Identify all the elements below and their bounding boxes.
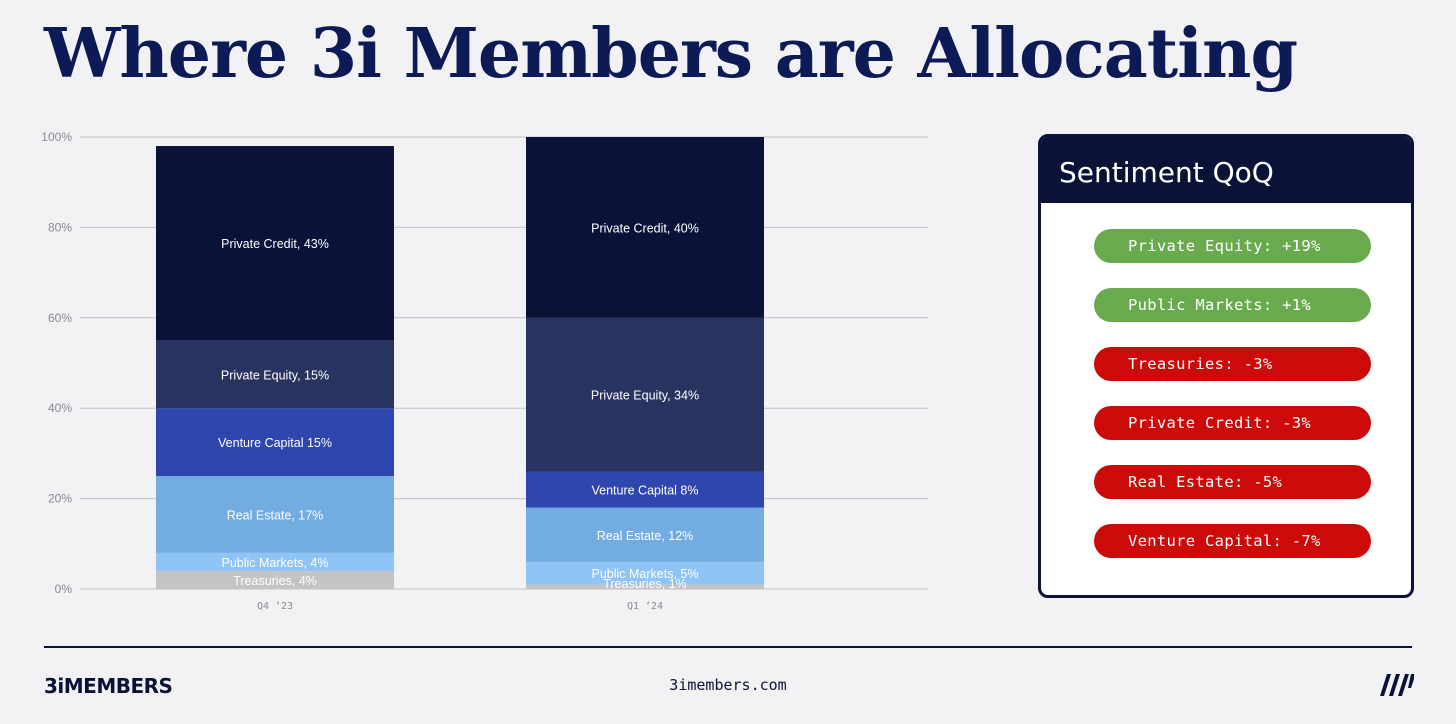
bar-segment [156, 552, 394, 571]
data-label: Treasuries, 1% [603, 577, 687, 591]
data-label: Private Credit, 43% [221, 237, 329, 251]
bar-segment [156, 146, 394, 341]
bar-segment [156, 340, 394, 409]
website-link[interactable]: 3imembers.com [669, 676, 787, 694]
data-label: Real Estate, 12% [597, 529, 694, 543]
y-tick-label: 60% [48, 311, 72, 325]
data-label: Real Estate, 17% [227, 508, 324, 522]
sentiment-pill-treasuries: Treasuries: -3% [1094, 347, 1371, 381]
sentiment-pill-public-markets: Public Markets: +1% [1094, 288, 1371, 322]
sentiment-pill-real-estate: Real Estate: -5% [1094, 465, 1371, 499]
data-label: Private Credit, 40% [591, 221, 699, 235]
data-label: Public Markets, 4% [222, 556, 329, 570]
slash-stripes-icon [1380, 674, 1414, 696]
y-tick-label: 40% [48, 401, 72, 415]
bar-segment [526, 584, 764, 589]
data-label: Private Equity, 15% [221, 368, 329, 382]
data-label: Venture Capital 15% [218, 436, 332, 450]
sentiment-pill-private-equity: Private Equity: +19% [1094, 229, 1371, 263]
x-tick-label: Q1 ‘24 [627, 601, 663, 612]
sentiment-panel: Sentiment QoQ Private Equity: +19% Publi… [1038, 134, 1414, 598]
bar-segment [526, 137, 764, 318]
x-tick-label: Q4 ‘23 [257, 601, 293, 612]
bar-segment [526, 507, 764, 562]
sentiment-list: Private Equity: +19% Public Markets: +1%… [1094, 229, 1371, 583]
bar-segment [156, 570, 394, 589]
y-tick-label: 20% [48, 492, 72, 506]
page-title: Where 3i Members are Allocating [44, 14, 1298, 94]
bar-segment [156, 408, 394, 476]
y-tick-label: 100% [41, 130, 72, 144]
data-label: Venture Capital 8% [591, 484, 698, 498]
bar-segment [526, 471, 764, 508]
stacked-bar-chart: 0% 20% 40% 60% 80% 100% Treasuries, 4% Public M… [41, 130, 928, 612]
brand-logo: 3iMEMBERS [44, 674, 173, 698]
sentiment-pill-private-credit: Private Credit: -3% [1094, 406, 1371, 440]
sentiment-pill-venture-capital: Venture Capital: -7% [1094, 524, 1371, 558]
data-label: Private Equity, 34% [591, 389, 699, 403]
data-label: Treasuries, 4% [233, 574, 317, 588]
bar-segment [156, 476, 394, 553]
sentiment-title: Sentiment QoQ [1041, 137, 1411, 203]
data-label: Public Markets, 5% [592, 567, 699, 581]
y-tick-label: 0% [55, 582, 73, 596]
bar-segment [526, 317, 764, 472]
y-tick-label: 80% [48, 220, 72, 234]
footer-divider [44, 646, 1412, 648]
bar-segment [526, 561, 764, 585]
